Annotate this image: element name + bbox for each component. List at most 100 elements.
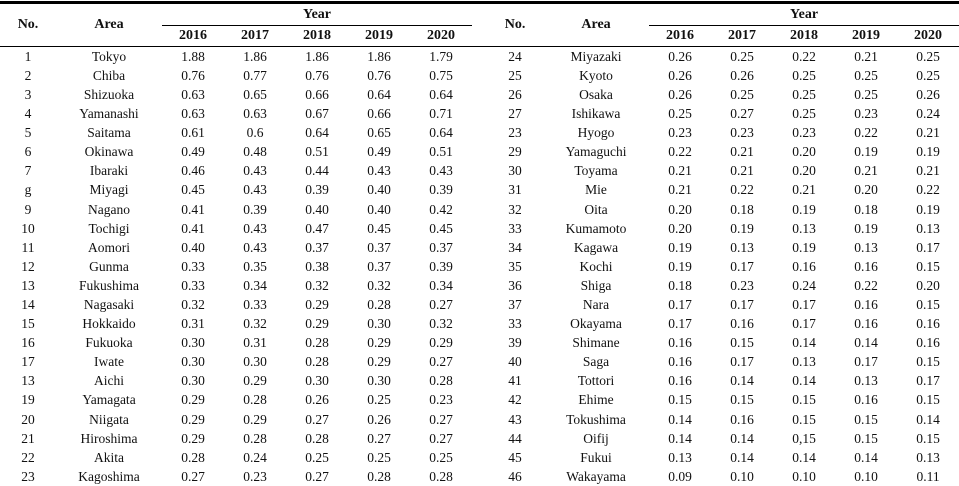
value-cell: 0.43 (429, 163, 453, 179)
value-cell: 0.46 (181, 163, 205, 179)
value-cell: 0.24 (792, 277, 816, 293)
table-row: 5 Saitama 0.61 0.6 0.64 0.65 0.64 23 Hyogo 0.23 0.… (0, 123, 959, 142)
value-cell: 0.20 (792, 163, 816, 179)
area-cell: Wakayama (566, 468, 626, 484)
value-cell: 0.24 (243, 449, 267, 465)
value-cell: 0.26 (668, 67, 692, 83)
value-cell: 0.29 (305, 297, 329, 313)
row-number-cell: 37 (508, 297, 522, 313)
value-cell: 0.26 (730, 67, 754, 83)
value-cell: 0.64 (367, 86, 391, 102)
value-cell: 0.64 (429, 86, 453, 102)
area-cell: Ishikawa (571, 106, 621, 122)
value-cell: 0.19 (916, 144, 940, 160)
value-cell: 0.37 (305, 239, 329, 255)
value-cell: 0.28 (305, 354, 329, 370)
row-number-cell: 44 (508, 430, 522, 446)
area-cell: Shimane (572, 335, 620, 351)
year-header: 2017 (224, 25, 286, 47)
value-cell: 0.26 (305, 392, 329, 408)
table-gap (472, 200, 487, 219)
value-cell: 0.39 (305, 182, 329, 198)
area-cell: Fukuoka (85, 335, 133, 351)
area-cell: Chiba (92, 67, 126, 83)
value-cell: 0.25 (916, 48, 940, 64)
table-row: 4 Yamanashi 0.63 0.63 0.67 0.66 0.71 27 Ishikawa… (0, 104, 959, 123)
area-cell: Iwate (94, 354, 124, 370)
row-number-cell: 3 (24, 86, 32, 102)
table-gap (472, 238, 487, 257)
value-cell: 1.88 (181, 48, 205, 64)
row-number-cell: 10 (21, 220, 35, 236)
value-cell: 0.37 (429, 239, 453, 255)
value-cell: 0.32 (181, 297, 205, 313)
value-cell: 0.23 (668, 125, 692, 141)
row-number-cell: 40 (508, 354, 522, 370)
value-cell: 0.31 (181, 316, 205, 332)
value-cell: 0.15 (916, 392, 940, 408)
area-cell: Kumamoto (565, 220, 627, 236)
value-cell: 0.25 (429, 449, 453, 465)
value-cell: 0.13 (792, 220, 816, 236)
value-cell: 0.76 (367, 67, 391, 83)
value-cell: 0.21 (854, 48, 878, 64)
value-cell: 0.32 (243, 316, 267, 332)
value-cell: 0.25 (792, 86, 816, 102)
value-cell: 0.16 (792, 258, 816, 274)
value-cell: 0.29 (305, 316, 329, 332)
value-cell: 0.76 (305, 67, 329, 83)
value-cell: 0.30 (367, 373, 391, 389)
value-cell: 0.13 (730, 239, 754, 255)
row-number-cell: 23 (21, 468, 35, 484)
value-cell: 0.45 (429, 220, 453, 236)
value-cell: 0.21 (730, 144, 754, 160)
value-cell: 0.27 (429, 430, 453, 446)
area-cell: Kyoto (579, 67, 613, 83)
area-cell: Yamagata (82, 392, 136, 408)
value-cell: 0.22 (854, 125, 878, 141)
value-cell: 0.16 (854, 258, 878, 274)
area-cell: Oifij (583, 430, 609, 446)
table-gap (472, 314, 487, 333)
value-cell: 0.13 (916, 449, 940, 465)
area-cell: Tokushima (566, 411, 626, 427)
row-number-cell: 7 (24, 163, 32, 179)
row-number-cell: 35 (508, 258, 522, 274)
area-cell: Hokkaido (82, 316, 136, 332)
year-spanner-header: Year (162, 2, 473, 26)
row-number-cell: 14 (21, 297, 35, 313)
value-cell: 0.17 (916, 239, 940, 255)
value-cell: 0.17 (668, 316, 692, 332)
area-cell: Tochigi (88, 220, 130, 236)
value-cell: 0.20 (668, 201, 692, 217)
table-row: 12 Gunma 0.33 0.35 0.38 0.37 0.39 35 Kochi 0.19 0.… (0, 257, 959, 276)
value-cell: 0.18 (730, 201, 754, 217)
value-cell: 0.38 (305, 258, 329, 274)
table-gap (472, 276, 487, 295)
value-cell: 0.27 (305, 468, 329, 484)
row-number-cell: g (24, 182, 32, 198)
value-cell: 0.26 (668, 48, 692, 64)
table-gap (472, 353, 487, 372)
area-cell: Tokyo (91, 48, 127, 64)
value-cell: 0.44 (305, 163, 329, 179)
value-cell: 0.14 (854, 335, 878, 351)
value-cell: 0.16 (730, 411, 754, 427)
row-number-cell: 46 (508, 468, 522, 484)
value-cell: 0.32 (367, 277, 391, 293)
value-cell: 0.40 (305, 201, 329, 217)
value-cell: 0.30 (181, 373, 205, 389)
value-cell: 0.45 (367, 220, 391, 236)
value-cell: 0.41 (181, 220, 205, 236)
value-cell: 0.71 (429, 106, 453, 122)
value-cell: 0.25 (730, 48, 754, 64)
row-number-cell: 42 (508, 392, 522, 408)
value-cell: 0.21 (668, 163, 692, 179)
value-cell: 0.64 (305, 125, 329, 141)
value-cell: 0.14 (730, 430, 754, 446)
value-cell: 0.19 (792, 201, 816, 217)
value-cell: 0.25 (854, 86, 878, 102)
value-cell: 0,15 (792, 430, 816, 446)
value-cell: 0.28 (367, 297, 391, 313)
